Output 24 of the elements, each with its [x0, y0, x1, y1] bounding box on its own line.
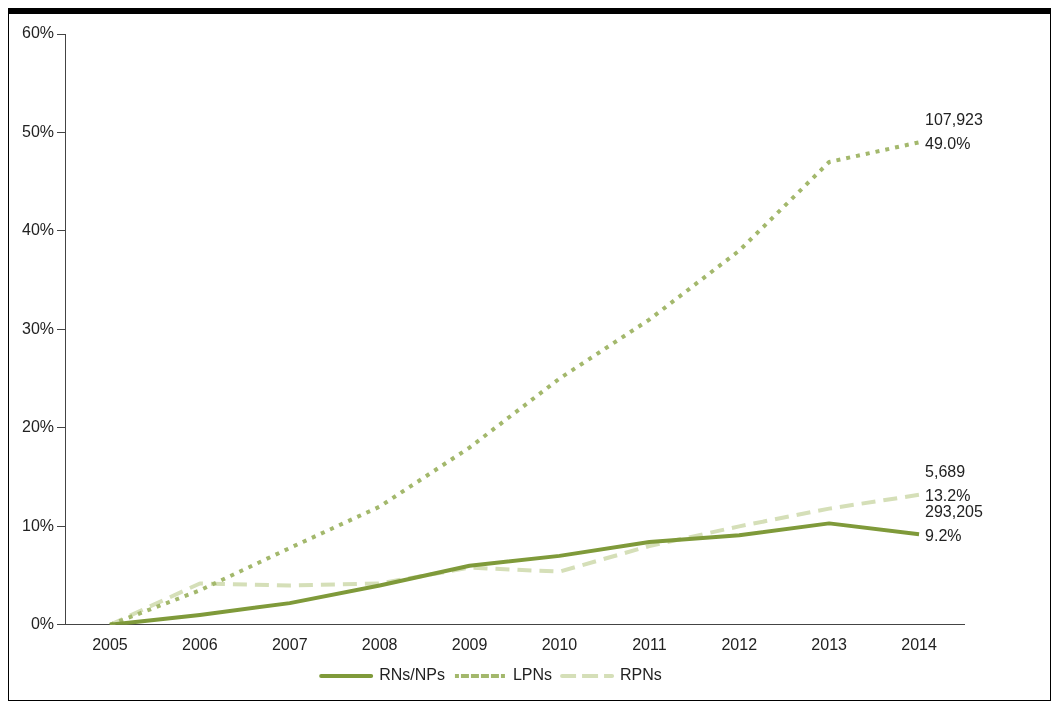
y-tick-label: 20% — [21, 418, 55, 436]
x-tick-label: 2008 — [361, 635, 398, 653]
x-tick-label: 2013 — [811, 635, 848, 653]
y-tick-label: 30% — [21, 319, 55, 337]
x-tick-label: 2007 — [271, 635, 308, 653]
legend-label: LPNs — [512, 666, 553, 684]
legend-label: RPNs — [620, 666, 662, 684]
legend-label: RNs/NPs — [379, 666, 445, 684]
line-series — [107, 140, 922, 625]
annotation: 5,689 13.2% — [925, 463, 971, 505]
x-tick-label: 2012 — [721, 635, 758, 653]
y-tick-label: 40% — [21, 221, 55, 239]
x-tick-label: 2010 — [541, 635, 578, 653]
x-tick-label: 2009 — [451, 635, 488, 653]
x-tick-label: 2011 — [632, 635, 667, 653]
y-tick-label: 60% — [21, 24, 55, 42]
y-tick-label: 50% — [21, 122, 55, 140]
y-tick-label: 10% — [21, 516, 55, 534]
x-tick-label: 2006 — [182, 635, 218, 653]
annotation: 107,923 49.0% — [925, 110, 983, 152]
x-tick-label: 2005 — [92, 635, 128, 653]
annotation: 293,205 9.2% — [925, 502, 983, 544]
x-tick-label: 2014 — [901, 635, 937, 653]
y-tick-label: 0% — [30, 615, 55, 633]
